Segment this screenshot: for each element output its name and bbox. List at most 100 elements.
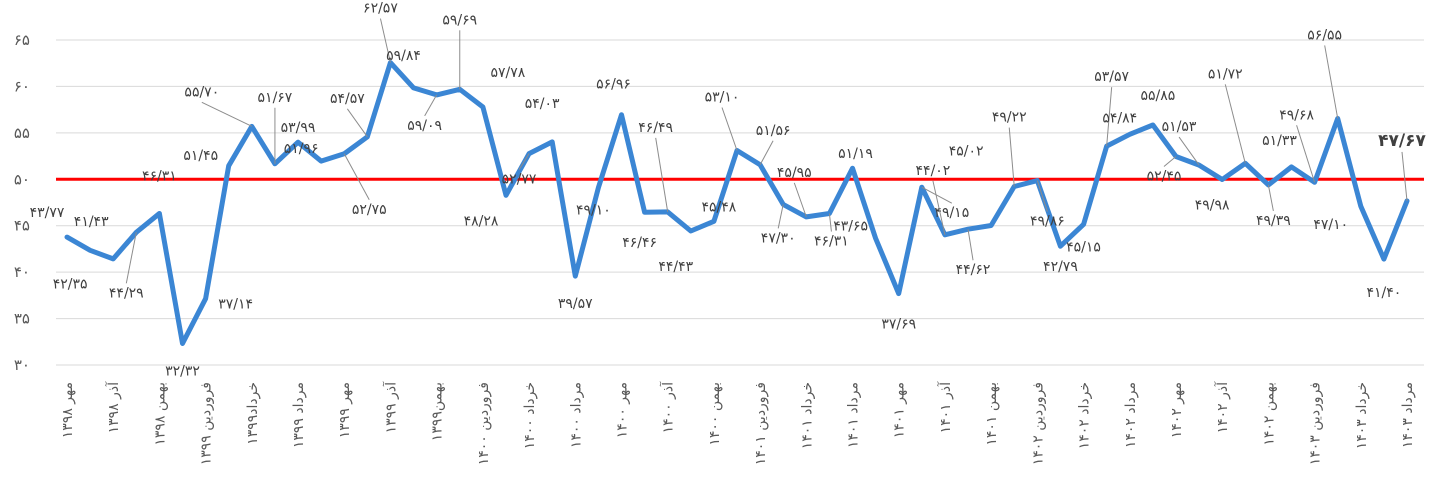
data-point [850,166,855,171]
label-leader-line [1224,84,1246,164]
data-point [642,210,647,215]
data-point [319,159,324,164]
data-point [619,112,624,117]
y-tick-label: ۴۵ [14,217,30,235]
label-leader-line [379,18,391,63]
data-point [1127,132,1132,137]
label-leader-line [932,180,946,235]
data-label: ۵۹/۰۹ [407,118,442,134]
data-point [411,85,416,90]
label-leader-line [921,186,953,204]
x-tick-label-group: مرداد ۱۴۰۰ [568,382,584,448]
data-label: ۵۳/۵۷ [1094,69,1129,85]
x-tick-label-group: مهر ۱۳۹۸ [60,382,76,438]
data-point [65,235,69,240]
x-tick-label: آذر ۱۳۹۸ [105,381,122,434]
x-tick-label-group: خرداد ۱۴۰۳ [1354,382,1370,449]
data-label: ۵۲/۷۷ [502,172,537,188]
x-tick-label: آذر ۱۴۰۱ [937,381,954,434]
x-tick-label-group: فروردین ۱۴۰۳ [1308,382,1324,465]
data-point [180,341,185,346]
data-label: ۴۳/۶۵ [833,218,868,234]
label-leader-line [777,204,784,229]
label-leader-line [793,182,807,218]
data-point [596,185,601,190]
data-label: ۵۵/۸۵ [1140,88,1175,104]
data-label: ۵۷/۷۸ [490,65,525,81]
x-tick-label: بهمن ۱۳۹۸ [152,382,168,446]
label-leader-line [1401,151,1408,201]
data-label: ۴۴/۴۳ [658,259,693,275]
data-label: ۳۲/۳۲ [165,363,200,379]
x-tick-label-group: مهر ۱۴۰۲ [1169,382,1185,438]
data-label: ۴۲/۳۵ [53,276,88,292]
x-tick-label: مرداد ۱۴۰۳ [1400,382,1416,448]
data-label: ۴۹/۹۸ [1195,197,1230,213]
data-label: ۴۴/۰۲ [916,163,951,179]
x-tick-label-group: مرداد ۱۳۹۹ [291,382,307,448]
x-tick-label-group: خرداد ۱۴۰۲ [1077,382,1093,449]
data-point [573,274,578,279]
x-tick-label-group: آذر ۱۴۰۱ [937,381,954,434]
data-point [249,124,254,129]
x-tick-label-group: بهمن ۱۴۰۲ [1261,382,1277,446]
data-label: ۴۵/۴۸ [701,199,736,215]
x-tick-label: فروردین ۱۳۹۹ [199,382,215,465]
data-label: ۵۹/۸۴ [386,48,421,64]
data-label: ۳۷/۱۴ [218,297,253,313]
data-label: ۴۴/۲۹ [109,285,144,301]
x-tick-label-group: مهر ۱۳۹۹ [337,382,353,438]
data-label: ۴۹/۲۲ [992,110,1027,126]
x-tick-label-group: آذر ۱۳۹۸ [105,381,122,434]
data-point [711,219,716,224]
data-label: ۵۱/۱۹ [838,146,873,162]
label-leader-line [518,153,530,170]
data-label: ۴۵/۱۵ [1066,239,1101,255]
data-label: ۵۲/۴۵ [1147,169,1182,185]
x-tick-label-group: مهر ۱۴۰۰ [614,382,630,438]
x-tick-label: آذر ۱۳۹۹ [382,381,399,434]
data-point [480,105,485,110]
data-point [296,140,301,145]
data-point [1081,222,1086,227]
label-leader-line [343,153,370,200]
x-tick-label-group: مرداد ۱۴۰۱ [846,382,862,448]
data-point [1381,257,1386,262]
y-tick-label: ۶۰ [14,77,30,95]
data-point [1220,177,1225,182]
data-label: ۵۳/۹۹ [281,120,316,136]
data-label: ۵۱/۳۳ [1262,133,1297,149]
x-tick-label: خرداد ۱۴۰۳ [1354,382,1370,449]
data-label: ۴۶/۴۶ [622,235,657,251]
label-leader-line [828,213,832,232]
data-label: ۵۶/۹۶ [596,77,631,93]
x-tick-label: مهر ۱۴۰۰ [614,382,630,438]
data-point [111,256,116,261]
data-label: ۴۶/۴۹ [638,120,673,136]
label-leader-line [346,108,368,138]
data-label: ۴۲/۷۹ [1043,259,1078,275]
data-label: ۴۷/۶۷ [1378,131,1426,151]
y-tick-label: ۳۵ [14,310,30,328]
data-label: ۵۱/۷۲ [1208,66,1243,82]
x-tick-label: خرداد ۱۴۰۲ [1077,382,1093,449]
x-tick-label: مهر ۱۳۹۸ [60,382,76,438]
x-tick-label: بهمن ۱۴۰۰ [707,382,723,446]
data-label: ۵۹/۶۹ [442,12,477,28]
label-leader-line [1324,45,1339,119]
data-label: ۴۵/۹۵ [777,165,812,181]
data-point [873,236,878,241]
x-tick-label: خرداد ۱۴۰۰ [522,382,538,449]
x-tick-label-group: بهمن۱۳۹۹ [430,382,446,441]
data-point [1289,164,1294,169]
x-tick-label-group: آذر ۱۳۹۹ [382,381,399,434]
x-tick-label-group: مهر ۱۴۰۱ [892,382,908,438]
x-tick-label-group: بهمن ۱۴۰۱ [984,382,1000,446]
y-tick-label: ۴۰ [14,263,30,281]
label-leader-line [424,94,438,117]
x-tick-label-group: مرداد ۱۴۰۳ [1400,382,1416,448]
x-tick-label: آذر ۱۴۰۰ [660,381,677,434]
label-leader-line [125,232,137,284]
label-leader-line [1008,127,1015,187]
